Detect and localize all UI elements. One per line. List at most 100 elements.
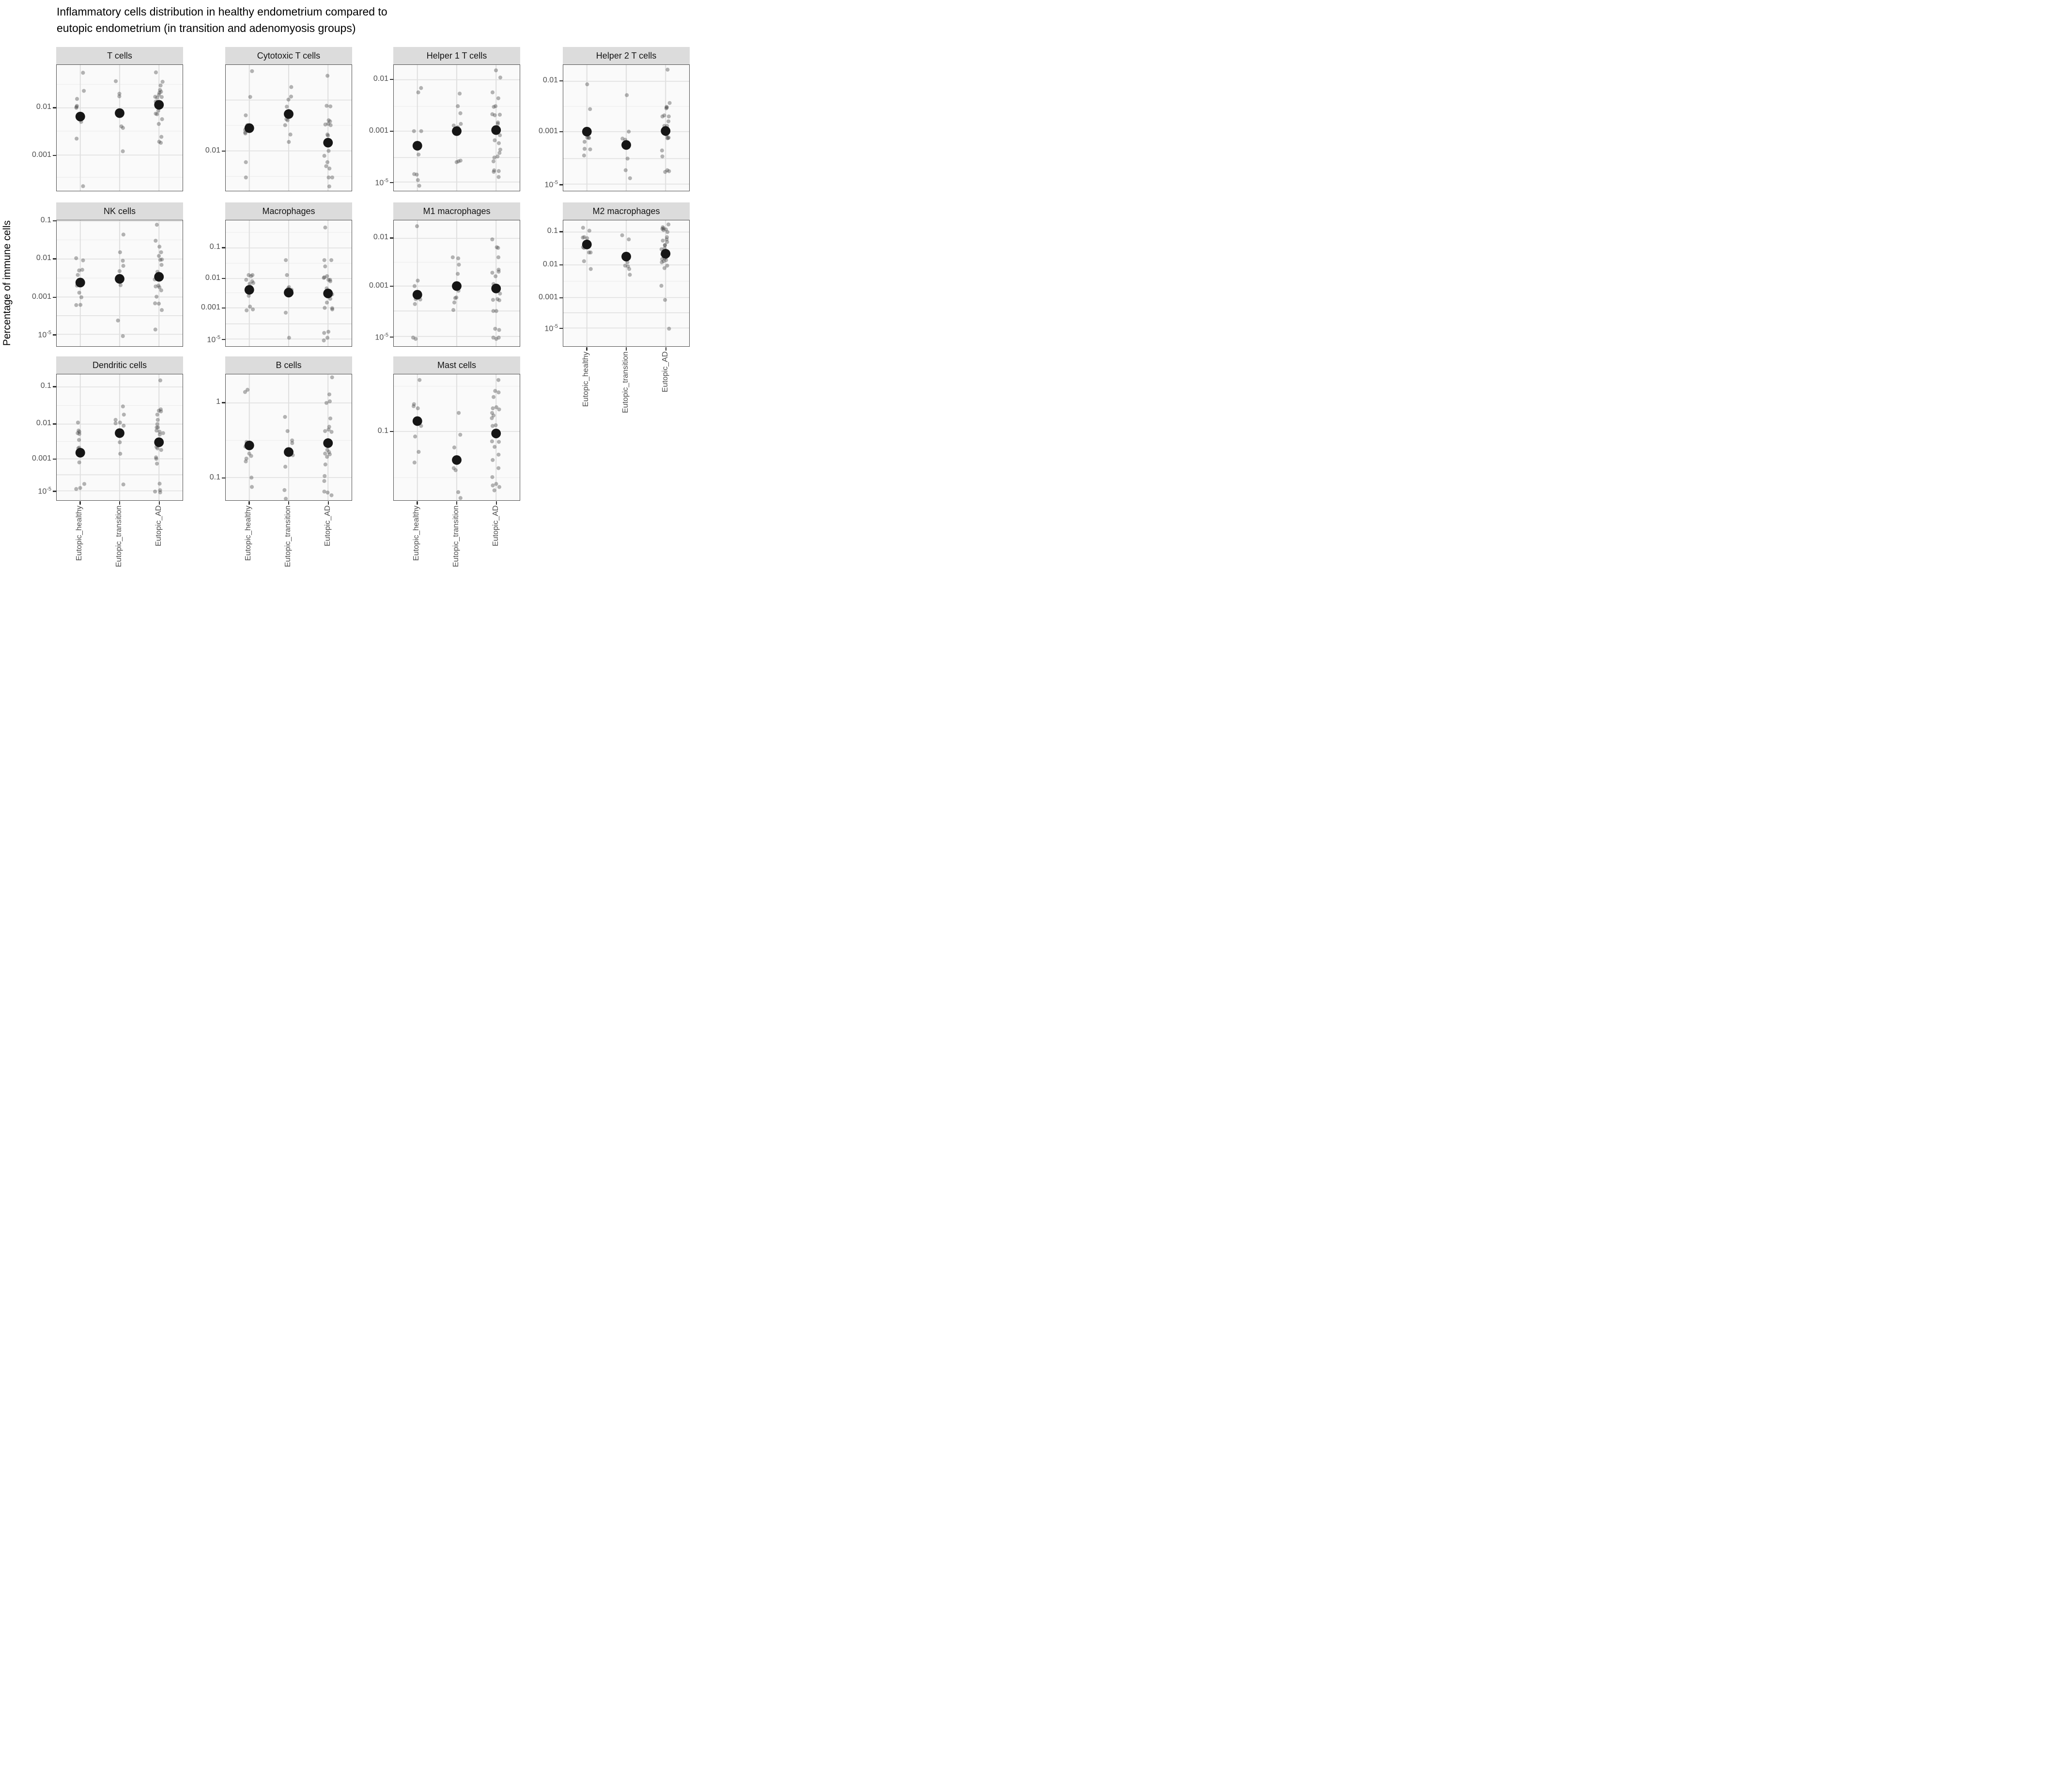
data-point bbox=[330, 307, 335, 311]
mean-point bbox=[323, 288, 333, 298]
data-point bbox=[493, 113, 497, 117]
mean-point bbox=[284, 288, 294, 298]
data-point bbox=[325, 491, 330, 495]
mean-point bbox=[323, 138, 333, 148]
data-point bbox=[158, 488, 162, 493]
data-point bbox=[665, 67, 670, 72]
data-point bbox=[77, 268, 81, 273]
y-tick-mark bbox=[53, 296, 56, 298]
data-point bbox=[289, 85, 294, 89]
data-point bbox=[286, 97, 291, 102]
data-point bbox=[244, 277, 248, 282]
data-point bbox=[75, 97, 79, 101]
data-point bbox=[328, 123, 333, 127]
mean-point bbox=[491, 283, 501, 293]
facet-title: B cells bbox=[276, 360, 302, 370]
facet-plot-area bbox=[57, 220, 183, 346]
data-point bbox=[585, 236, 589, 240]
data-point bbox=[588, 107, 592, 111]
data-point bbox=[154, 284, 158, 289]
facet-panel bbox=[225, 220, 352, 347]
data-point bbox=[419, 86, 423, 90]
y-tick-mark bbox=[53, 491, 56, 492]
x-tick-label: Eutopic_healthy bbox=[582, 352, 590, 407]
data-point bbox=[154, 455, 158, 460]
data-point bbox=[417, 378, 422, 382]
data-point bbox=[417, 450, 421, 454]
data-point bbox=[491, 298, 495, 302]
data-point bbox=[490, 411, 495, 415]
x-tick-mark bbox=[158, 501, 160, 505]
y-tick-mark bbox=[559, 328, 563, 329]
facet-strip: Mast cells bbox=[393, 356, 520, 374]
data-point bbox=[244, 113, 248, 118]
data-point bbox=[493, 389, 497, 393]
facet-plot-area bbox=[394, 220, 520, 346]
data-point bbox=[322, 154, 326, 158]
data-point bbox=[155, 413, 159, 417]
data-point bbox=[495, 297, 500, 301]
data-point bbox=[663, 243, 667, 247]
data-point bbox=[76, 431, 80, 435]
y-tick-label: 1 bbox=[216, 398, 220, 406]
data-point bbox=[161, 431, 165, 435]
data-point bbox=[417, 153, 421, 157]
data-point bbox=[625, 156, 630, 161]
data-point bbox=[325, 336, 330, 340]
data-point bbox=[491, 483, 495, 488]
data-point bbox=[325, 104, 329, 108]
data-point bbox=[81, 258, 85, 262]
y-tick-label: 0.1 bbox=[547, 227, 558, 235]
data-point bbox=[326, 122, 330, 126]
data-point bbox=[117, 94, 122, 98]
y-tick-label: 0.01 bbox=[205, 274, 220, 282]
data-point bbox=[326, 175, 331, 180]
data-point bbox=[665, 168, 669, 172]
data-point bbox=[327, 399, 332, 403]
data-point bbox=[416, 178, 420, 182]
data-point bbox=[250, 69, 254, 73]
data-point bbox=[661, 226, 665, 231]
data-point bbox=[494, 104, 498, 108]
data-point bbox=[491, 406, 495, 411]
data-point bbox=[323, 429, 327, 433]
x-tick-mark bbox=[626, 347, 627, 351]
data-point bbox=[493, 445, 497, 449]
data-point bbox=[453, 296, 457, 300]
data-point bbox=[496, 175, 501, 179]
y-tick-mark bbox=[559, 80, 563, 82]
y-tick-label: 0.001 bbox=[31, 150, 51, 159]
data-point bbox=[490, 90, 495, 94]
data-point bbox=[415, 224, 419, 229]
facet-plot-area bbox=[226, 220, 352, 346]
data-point bbox=[413, 434, 417, 439]
data-point bbox=[122, 423, 126, 428]
y-tick-mark bbox=[53, 334, 56, 336]
data-point bbox=[158, 88, 162, 92]
mean-point bbox=[582, 126, 592, 137]
data-point bbox=[497, 112, 502, 117]
mean-point bbox=[284, 109, 294, 119]
data-point bbox=[329, 493, 334, 497]
data-point bbox=[157, 285, 162, 290]
data-point bbox=[496, 96, 500, 100]
y-tick-label: 10-5 bbox=[544, 180, 558, 189]
data-point bbox=[496, 169, 501, 173]
data-point bbox=[155, 422, 159, 426]
data-point bbox=[158, 490, 162, 494]
data-point bbox=[81, 71, 85, 75]
data-point bbox=[118, 283, 123, 287]
y-tick-label: 10-5 bbox=[375, 177, 388, 187]
data-point bbox=[330, 175, 335, 180]
data-point bbox=[498, 147, 503, 152]
data-point bbox=[662, 266, 666, 270]
facet-strip: Helper 1 T cells bbox=[393, 47, 520, 64]
data-point bbox=[494, 482, 498, 486]
data-point bbox=[155, 223, 159, 227]
data-point bbox=[247, 293, 251, 298]
data-point bbox=[496, 336, 501, 340]
data-point bbox=[154, 457, 158, 461]
data-point bbox=[244, 175, 248, 180]
chart-title-line1: Inflammatory cells distribution in healt… bbox=[57, 5, 387, 18]
data-point bbox=[666, 136, 671, 140]
